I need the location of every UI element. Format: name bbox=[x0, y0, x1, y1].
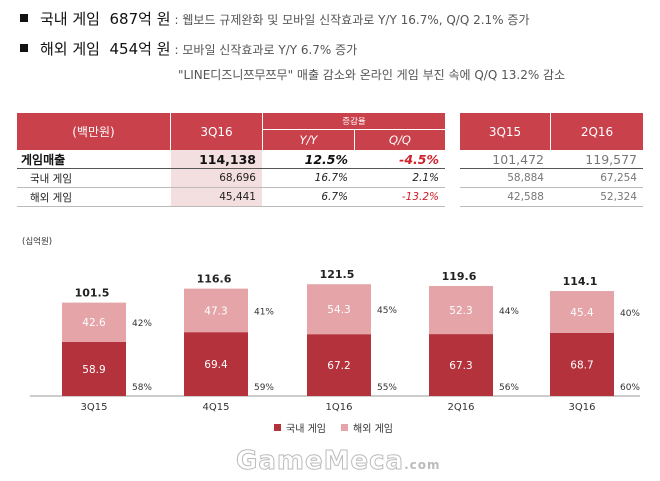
table-header-prev1: 3Q15 bbox=[460, 113, 550, 150]
legend-item-domestic: 국내 게임 bbox=[274, 420, 326, 435]
x-tick-label: 3Q16 bbox=[569, 402, 596, 413]
bar-segment-overseas bbox=[429, 285, 493, 335]
summary-overseas-label: 해외 게임 bbox=[40, 40, 100, 58]
data-label-domestic: 67.3 bbox=[449, 360, 472, 372]
data-label-domestic: 58.9 bbox=[82, 364, 105, 376]
bar-segment-domestic bbox=[184, 332, 248, 396]
bar-segment-overseas bbox=[550, 291, 614, 333]
data-label-domestic: 67.2 bbox=[327, 360, 350, 372]
table-cell-prev2: 67,254 bbox=[600, 172, 637, 184]
watermark-suffix: .com bbox=[404, 458, 441, 472]
data-label-overseas: 47.3 bbox=[204, 305, 227, 317]
table-header-unit: (백만원) bbox=[17, 113, 170, 150]
share-label-domestic: 56% bbox=[499, 383, 519, 393]
table-row-label: 국내 게임 bbox=[30, 172, 72, 185]
data-label-overseas: 42.6 bbox=[82, 317, 106, 329]
table-row-label: 게임매출 bbox=[21, 152, 66, 167]
summary-domestic: 국내 게임 687억 원: 웹보드 규제완화 및 모바일 신작효과로 Y/Y 1… bbox=[20, 8, 529, 29]
share-label-overseas: 42% bbox=[132, 319, 152, 329]
share-label-overseas: 40% bbox=[620, 309, 640, 319]
table-cell-yy: 12.5% bbox=[304, 151, 348, 167]
legend-swatch-domestic bbox=[274, 424, 281, 431]
table-header-yy: Y/Y bbox=[263, 130, 354, 150]
stacked-bar-chart: (십억원) 58.9 42.6 101.5 42% 58% 3Q15 69.4 47.3 116.… bbox=[22, 236, 640, 413]
data-label-total: 116.6 bbox=[197, 273, 232, 286]
table-header-qq: Q/Q bbox=[355, 130, 445, 150]
table-cell-qq: 2.1% bbox=[412, 172, 439, 184]
table-cell-current: 45,441 bbox=[219, 191, 256, 203]
bar-segment-domestic bbox=[307, 334, 371, 396]
summary-domestic-amount: 687억 원 bbox=[109, 10, 171, 28]
table-cell-prev2: 119,577 bbox=[585, 151, 637, 167]
share-label-domestic: 60% bbox=[620, 383, 640, 393]
x-tick-label: 4Q15 bbox=[203, 402, 230, 413]
table-cell-prev1: 58,884 bbox=[507, 172, 544, 184]
summary-note: "LINE디즈니쯔무쯔무" 매출 감소와 온라인 게임 부진 속에 Q/Q 13… bbox=[178, 68, 566, 82]
summary-domestic-desc: : 웹보드 규제완화 및 모바일 신작효과로 Y/Y 16.7%, Q/Q 2.… bbox=[174, 13, 530, 27]
share-label-overseas: 44% bbox=[499, 307, 519, 317]
table-cell-qq: -4.5% bbox=[399, 151, 439, 167]
watermark-brand: GameMeca bbox=[235, 446, 405, 477]
x-tick-label: 1Q16 bbox=[326, 402, 353, 413]
table-cell-prev1: 101,472 bbox=[492, 151, 544, 167]
summary-overseas: 해외 게임 454억 원: 모바일 신작효과로 Y/Y 6.7% 증가 bbox=[20, 38, 357, 59]
x-tick-label: 3Q15 bbox=[81, 402, 108, 413]
summary-overseas-desc: : 모바일 신작효과로 Y/Y 6.7% 증가 bbox=[174, 43, 358, 57]
legend-label-domestic: 국내 게임 bbox=[286, 424, 326, 435]
bar-segment-overseas bbox=[184, 288, 248, 333]
summary-domestic-label: 국내 게임 bbox=[40, 10, 100, 28]
data-label-overseas: 54.3 bbox=[327, 304, 350, 316]
share-label-overseas: 45% bbox=[377, 306, 397, 316]
data-label-overseas: 45.4 bbox=[570, 307, 594, 319]
share-label-domestic: 59% bbox=[254, 383, 274, 393]
bullet-square-icon bbox=[20, 13, 28, 22]
legend-label-overseas: 해외 게임 bbox=[353, 424, 393, 435]
gamemeca-watermark: GameMeca.com bbox=[235, 446, 441, 477]
data-label-domestic: 69.4 bbox=[204, 359, 228, 371]
x-tick-label: 2Q16 bbox=[448, 402, 475, 413]
table-cell-yy: 16.7% bbox=[314, 172, 348, 184]
table-cell-prev1: 42,588 bbox=[507, 191, 544, 203]
table-cell-prev2: 52,324 bbox=[600, 191, 637, 203]
table-row-label: 해외 게임 bbox=[30, 191, 72, 204]
summary-overseas-amount: 454억 원 bbox=[109, 40, 171, 58]
legend-swatch-overseas bbox=[341, 424, 348, 431]
table-cell-qq: -13.2% bbox=[401, 191, 439, 203]
bar-segment-domestic bbox=[62, 341, 126, 396]
share-label-domestic: 58% bbox=[132, 383, 152, 393]
data-label-total: 119.6 bbox=[442, 270, 477, 283]
bar-segment-domestic bbox=[429, 334, 493, 396]
table-header-current: 3Q16 bbox=[171, 113, 262, 150]
data-label-domestic: 68.7 bbox=[570, 359, 593, 371]
share-label-domestic: 55% bbox=[377, 383, 397, 393]
share-label-overseas: 41% bbox=[254, 307, 274, 317]
table-cell-current: 68,696 bbox=[219, 172, 256, 184]
bullet-square-icon bbox=[20, 43, 28, 52]
bar-segment-domestic bbox=[550, 332, 614, 396]
table-cell-current: 114,138 bbox=[199, 151, 256, 167]
data-label-total: 114.1 bbox=[563, 275, 598, 288]
data-label-total: 121.5 bbox=[320, 268, 355, 281]
bar-segment-overseas bbox=[62, 302, 126, 342]
table-cell-yy: 6.7% bbox=[321, 191, 348, 203]
chart-unit-label: (십억원) bbox=[22, 236, 52, 247]
data-label-overseas: 52.3 bbox=[449, 305, 472, 317]
legend-item-overseas: 해외 게임 bbox=[341, 420, 393, 435]
data-label-total: 101.5 bbox=[75, 287, 110, 300]
table-header-change-group: 증감율 bbox=[263, 113, 445, 129]
bar-segment-overseas bbox=[307, 284, 371, 335]
table-header-prev2: 2Q16 bbox=[551, 113, 643, 150]
